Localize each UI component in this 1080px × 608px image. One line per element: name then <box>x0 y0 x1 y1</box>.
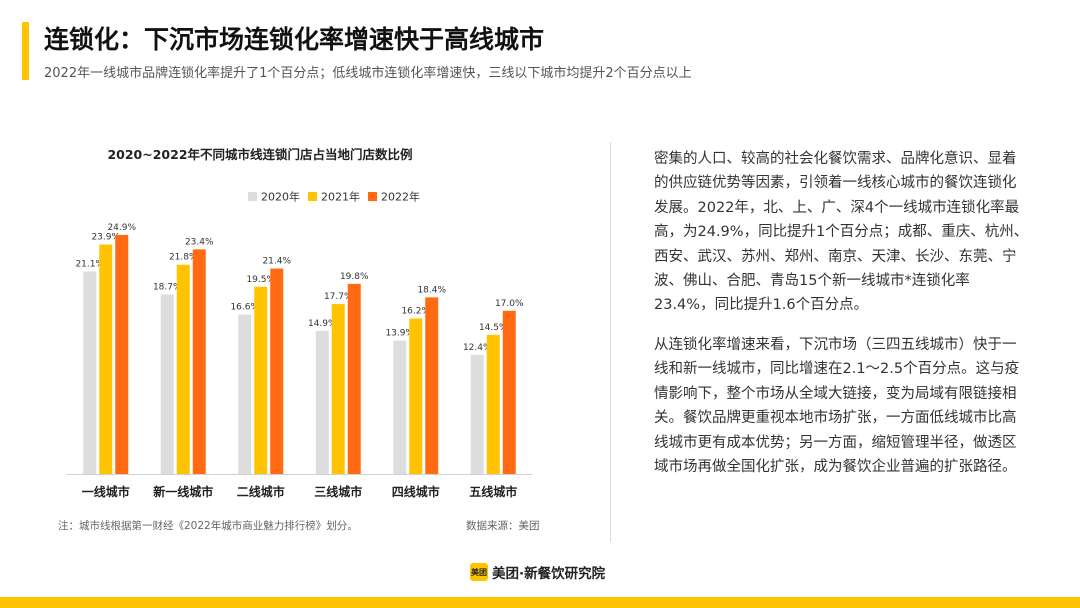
bar-chart: 2020~2022年不同城市线连锁门店占当地门店数比例 2020年 2021年 202… <box>67 147 532 499</box>
legend-swatch-0 <box>248 192 257 201</box>
meituan-logo-icon: 美团 <box>470 563 488 581</box>
bar-2-2 <box>270 268 284 474</box>
footnote: 注：城市线根据第一财经《2022年城市商业魅力排行榜》划分。 <box>58 520 358 532</box>
data-label-1-4: 16.2% <box>401 306 430 316</box>
data-label-1-1: 21.8% <box>169 253 198 263</box>
legend-swatch-2 <box>368 192 377 201</box>
bar-0-0 <box>83 271 97 474</box>
data-label-1-3: 17.7% <box>324 292 353 302</box>
legend-swatch-1 <box>308 192 317 201</box>
bar-1-0 <box>99 244 113 474</box>
bar-1-5 <box>486 334 500 474</box>
bar-2-3 <box>347 283 361 474</box>
data-label-0-3: 14.9% <box>308 319 337 329</box>
data-label-0-2: 16.6% <box>230 303 259 313</box>
data-label-0-4: 13.9% <box>385 329 414 339</box>
bar-2-5 <box>502 310 516 474</box>
data-label-0-0: 21.1% <box>75 259 104 269</box>
brand-name: 美团·新餐饮研究院 <box>492 566 606 582</box>
bar-2-1 <box>192 249 206 474</box>
x-tick-label-5: 五线城市 <box>469 484 517 499</box>
bar-0-3 <box>315 330 329 474</box>
data-source: 数据来源：美团 <box>466 520 540 532</box>
bar-1-3 <box>331 304 345 474</box>
data-label-0-5: 12.4% <box>463 343 492 353</box>
x-tick-label-3: 三线城市 <box>314 484 362 499</box>
bar-0-1 <box>160 294 174 474</box>
brand: 美团 美团·新餐饮研究院 <box>470 562 605 582</box>
bar-2-4 <box>425 297 439 474</box>
bar-1-2 <box>254 286 268 474</box>
data-label-2-4: 18.4% <box>417 285 446 295</box>
bar-1-1 <box>176 264 190 474</box>
data-label-2-1: 23.4% <box>185 237 214 247</box>
data-label-2-0: 24.9% <box>107 223 136 233</box>
x-tick-label-0: 一线城市 <box>82 484 130 499</box>
data-label-1-5: 14.5% <box>479 323 508 333</box>
panel-divider <box>610 142 611 542</box>
legend-label-2: 2022年 <box>381 190 420 204</box>
bar-0-2 <box>238 314 252 474</box>
data-label-2-3: 19.8% <box>340 272 369 282</box>
data-label-1-2: 19.5% <box>246 275 275 285</box>
bar-2-0 <box>115 234 129 474</box>
analysis-paragraph-2: 从连锁化率增速来看，下沉市场（三四五线城市）快于一线和新一线城市，同比增速在2.… <box>654 337 1020 476</box>
data-label-1-0: 23.9% <box>91 233 120 243</box>
x-tick-label-1: 新一线城市 <box>153 484 213 499</box>
legend-label-0: 2020年 <box>261 190 300 204</box>
page-title: 连锁化：下沉市场连锁化率增速快于高线城市 <box>44 25 545 54</box>
page-subtitle: 2022年一线城市品牌连锁化率提升了1个百分点；低线城市连锁化率增速快，三线以下… <box>44 66 692 81</box>
data-label-2-2: 21.4% <box>262 257 291 267</box>
bar-0-4 <box>393 340 407 474</box>
bar-1-4 <box>409 318 423 474</box>
analysis-paragraph-1: 密集的人口、较高的社会化餐饮需求、品牌化意识、显着的供应链优势等因素，引领着一线… <box>654 151 1029 314</box>
bottom-accent-bar <box>0 597 1080 608</box>
x-tick-label-2: 二线城市 <box>237 484 285 499</box>
chart-title: 2020~2022年不同城市线连锁门店占当地门店数比例 <box>107 147 412 162</box>
legend-label-1: 2021年 <box>321 190 360 204</box>
bar-0-5 <box>470 354 484 474</box>
title-accent-bar <box>22 22 29 80</box>
data-label-2-5: 17.0% <box>495 299 524 309</box>
x-tick-label-4: 四线城市 <box>392 484 440 499</box>
data-label-0-1: 18.7% <box>153 282 182 292</box>
